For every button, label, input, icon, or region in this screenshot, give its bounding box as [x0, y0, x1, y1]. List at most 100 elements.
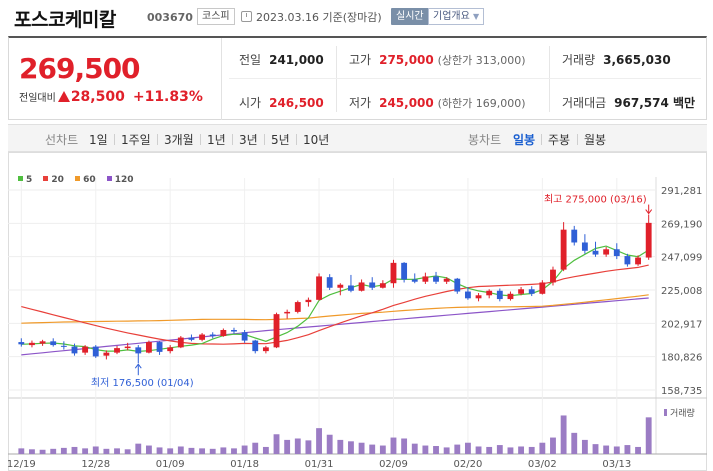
low-cell: 저가 245,000 (하한가 169,000): [349, 94, 526, 111]
volume-bar: [454, 444, 461, 454]
price-change: 전일대비 28,500 +11.83%: [19, 89, 203, 105]
volume-bar: [539, 442, 546, 454]
candle-body: [411, 279, 418, 282]
lower-limit: (하한가 169,000): [437, 97, 526, 110]
period-1d[interactable]: 1일: [89, 133, 108, 147]
candle-body: [124, 346, 131, 349]
period-3m[interactable]: 3개월: [164, 133, 194, 147]
candle-body: [252, 340, 259, 352]
x-tick-label: 03/13: [602, 459, 631, 470]
legend-ma120-label: 120: [114, 175, 134, 185]
line-chart-label: 선차트: [45, 133, 79, 147]
volume-bar: [571, 432, 578, 454]
candle-body: [231, 329, 237, 332]
toolbar-separator: [577, 134, 578, 145]
legend-ma60-label: 60: [83, 175, 96, 185]
volume-bar: [273, 434, 280, 454]
candle-body: [401, 262, 408, 280]
period-1y[interactable]: 1년: [207, 133, 226, 147]
candle-body: [50, 341, 57, 346]
candle-daily[interactable]: 일봉: [513, 133, 536, 147]
candle-body: [454, 278, 461, 292]
candle-chart-label: 봉차트: [468, 133, 502, 147]
x-tick-label: 01/18: [230, 459, 259, 470]
volume-bar: [635, 446, 641, 454]
market-badge: 코스피: [197, 8, 235, 25]
volume-bar: [550, 437, 556, 454]
current-price-box: 269,500 전일대비 28,500 +11.83%: [9, 38, 222, 120]
period-5y[interactable]: 5년: [271, 133, 290, 147]
candle-body: [199, 334, 206, 340]
volume-bar: [379, 445, 386, 454]
toolbar-separator: [296, 134, 297, 145]
candle-body: [613, 249, 620, 257]
candle-body: [390, 262, 397, 284]
volume-bar: [167, 448, 174, 454]
volume-bar: [411, 443, 418, 454]
legend-ma20-label: 20: [51, 175, 64, 185]
volume-bar: [177, 446, 184, 454]
period-1w[interactable]: 1주일: [121, 133, 151, 147]
candle-body: [135, 347, 142, 354]
legend-ma120: 120: [106, 175, 134, 185]
candle-body: [603, 249, 610, 255]
candle-body: [358, 282, 365, 291]
turnover-label: 거래대금: [562, 96, 607, 110]
realtime-button[interactable]: 실시간: [391, 8, 429, 25]
volume-bar: [613, 446, 620, 454]
candle-weekly[interactable]: 주봉: [548, 133, 571, 147]
candle-body: [464, 291, 471, 299]
volume-bar: [443, 447, 450, 454]
toolbar-separator: [157, 134, 158, 145]
candle-body: [316, 276, 322, 300]
high-cell: 고가 275,000 (상한가 313,000): [349, 51, 526, 68]
volume-bar: [475, 446, 482, 454]
y-tick-label: 247,099: [661, 253, 702, 264]
candle-body: [18, 342, 25, 345]
candle-body: [369, 282, 376, 288]
volume-bar: [71, 446, 78, 454]
candle-body: [550, 269, 556, 283]
x-tick-label: 02/20: [454, 459, 483, 470]
volume-bar: [241, 445, 248, 454]
toolbar-separator: [232, 134, 233, 145]
stock-chart: 5 20 60 120 291,281 269,190 247,099 225,008…: [7, 152, 707, 471]
candle-body: [592, 250, 599, 255]
candle-body: [507, 293, 514, 300]
candle-body: [103, 352, 110, 356]
company-info-dropdown[interactable]: 기업개요 ▼: [428, 8, 485, 25]
volume-bar: [592, 444, 599, 454]
candle-body: [156, 342, 163, 352]
candle-body: [39, 341, 46, 344]
candle-monthly[interactable]: 월봉: [584, 133, 607, 147]
candle-body: [167, 347, 174, 352]
company-info-label: 기업개요: [433, 11, 470, 22]
volume-bar: [262, 446, 269, 454]
x-tick-label: 01/31: [305, 459, 334, 470]
candle-body: [82, 346, 89, 353]
volume-bar: [348, 441, 354, 454]
candle-body: [294, 302, 301, 312]
volume-bar: [156, 447, 163, 454]
volume-bar: [284, 439, 291, 454]
candle-body: [645, 222, 652, 258]
period-10y[interactable]: 10년: [303, 133, 330, 147]
volume-bar: [560, 415, 567, 454]
period-3y[interactable]: 3년: [239, 133, 258, 147]
volume-cell: 거래량 3,665,030: [562, 51, 671, 68]
candle-body: [475, 295, 482, 299]
candle-body: [422, 276, 429, 282]
candle-body: [496, 290, 503, 300]
volume-bar: [252, 442, 259, 454]
volume-bar: [294, 438, 301, 454]
ma120-line: [21, 297, 649, 356]
candle-body: [624, 256, 631, 265]
low-label: 저가: [349, 96, 372, 110]
candle-body: [284, 311, 291, 314]
volume-bar: [135, 443, 142, 454]
volume-bar: [518, 446, 525, 454]
prev-close-cell: 전일 241,000: [239, 51, 324, 68]
price-summary-panel: 269,500 전일대비 28,500 +11.83% 전일 241,000 고가 27…: [8, 36, 707, 120]
legend-swatch: [43, 176, 49, 181]
volume-bar: [82, 448, 89, 454]
